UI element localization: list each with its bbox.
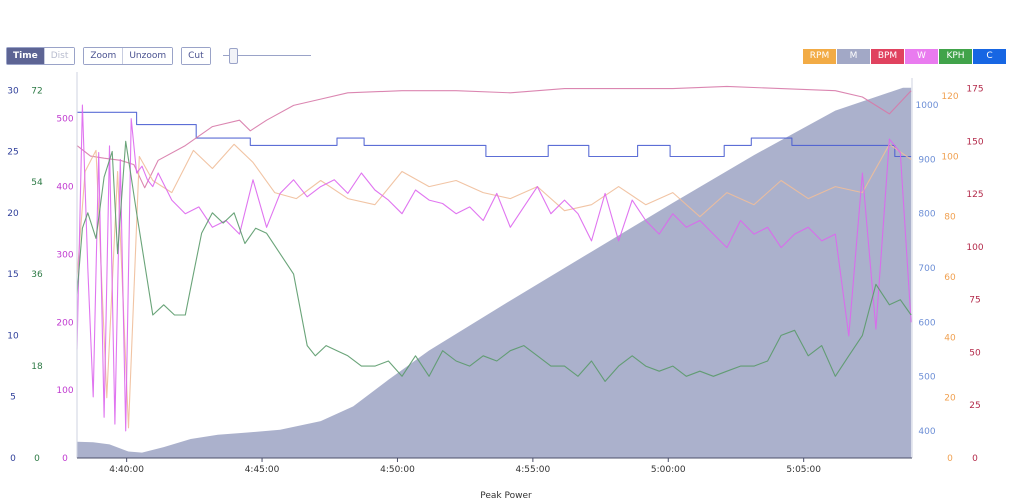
bottom-label: Peak Power [480,491,532,500]
x-tick-label: 5:05:00 [786,465,821,475]
axis-w-tick: 300 [56,250,73,260]
axis-c-tick: 20 [7,209,19,219]
legend-kph-toggle[interactable]: KPH [939,49,973,64]
x-tick-label: 4:55:00 [516,465,551,475]
axis-rpm-tick: 100 [941,152,958,162]
slider-handle[interactable] [228,48,238,64]
legend-m-toggle[interactable]: M [837,49,871,64]
series-kph-line [76,140,912,382]
axis-kph-tick: 72 [31,86,42,96]
axis-bpm-tick: 75 [969,296,980,306]
axis-kph-tick: 18 [31,362,43,372]
axis-rpm-tick: 60 [944,273,956,283]
legend-bpm-toggle[interactable]: BPM [871,49,905,64]
axis-m-tick: 800 [918,210,935,220]
series-legend: RPM M BPM W KPH C [803,49,1006,64]
axis-bpm-tick: 0 [972,454,978,464]
axis-w-tick: 100 [56,386,73,396]
legend-c-toggle[interactable]: C [973,49,1006,64]
axis-w-tick: 200 [56,318,73,328]
zoom-group: Zoom Unzoom [83,47,174,65]
time-button[interactable]: Time [7,48,45,64]
unzoom-button[interactable]: Unzoom [123,48,173,64]
axis-w-tick: 0 [62,454,68,464]
axis-rpm-tick: 20 [944,394,956,404]
dist-button[interactable]: Dist [44,48,75,64]
axis-c-tick: 5 [10,393,16,403]
series-layer [76,85,912,459]
series-c-line [77,111,912,158]
series-m-area [77,87,912,459]
axis-kph-tick: 54 [31,178,43,188]
axis-bpm-tick: 125 [966,190,983,200]
x-tick-label: 4:50:00 [380,465,415,475]
cut-button[interactable]: Cut [182,48,210,64]
axis-m-tick: 1000 [916,101,939,111]
zoom-button[interactable]: Zoom [84,48,124,64]
chart-toolbar: Time Dist Zoom Unzoom Cut [6,47,311,65]
x-tick-label: 5:00:00 [651,465,686,475]
axis-kph-tick: 36 [31,270,43,280]
axis-bpm-tick: 175 [966,85,983,95]
legend-rpm-toggle[interactable]: RPM [803,49,837,64]
axis-m-tick: 600 [918,318,935,328]
axis-rpm-tick: 120 [941,92,958,102]
axis-w-tick: 500 [56,115,73,125]
smoothing-slider[interactable] [222,48,311,64]
axis-bpm-tick: 150 [966,137,983,147]
axis-m-tick: 700 [918,264,935,274]
axis-rpm-tick: 80 [944,213,956,223]
series-rpm-line [76,143,912,429]
axis-bpm-tick: 50 [969,348,981,358]
axis-c-tick: 10 [7,331,19,341]
axis-c-tick: 0 [10,454,16,464]
axis-m-tick: 900 [918,155,935,165]
axis-m-tick: 400 [918,427,935,437]
legend-w-toggle[interactable]: W [905,49,939,64]
x-tick-label: 4:45:00 [245,465,280,475]
axis-w-tick: 400 [56,183,73,193]
x-tick-label: 4:40:00 [109,465,144,475]
axis-rpm-tick: 40 [944,333,956,343]
axis-bpm-tick: 100 [966,243,983,253]
x-mode-group: Time Dist [6,47,76,65]
axis-c-tick: 25 [7,148,18,158]
axis-kph-tick: 0 [34,454,40,464]
series-w-line [76,104,912,432]
axis-bpm-tick: 25 [969,401,980,411]
axes-layer: 4:40:00 4:45:00 4:50:00 4:55:00 5:00:00 5:05:… [7,72,984,475]
axis-m-tick: 500 [918,373,935,383]
axis-rpm-tick: 0 [947,454,953,464]
axis-c-tick: 30 [7,86,19,96]
slider-track [222,55,311,56]
cut-group: Cut [181,47,211,65]
axis-c-tick: 15 [7,270,18,280]
